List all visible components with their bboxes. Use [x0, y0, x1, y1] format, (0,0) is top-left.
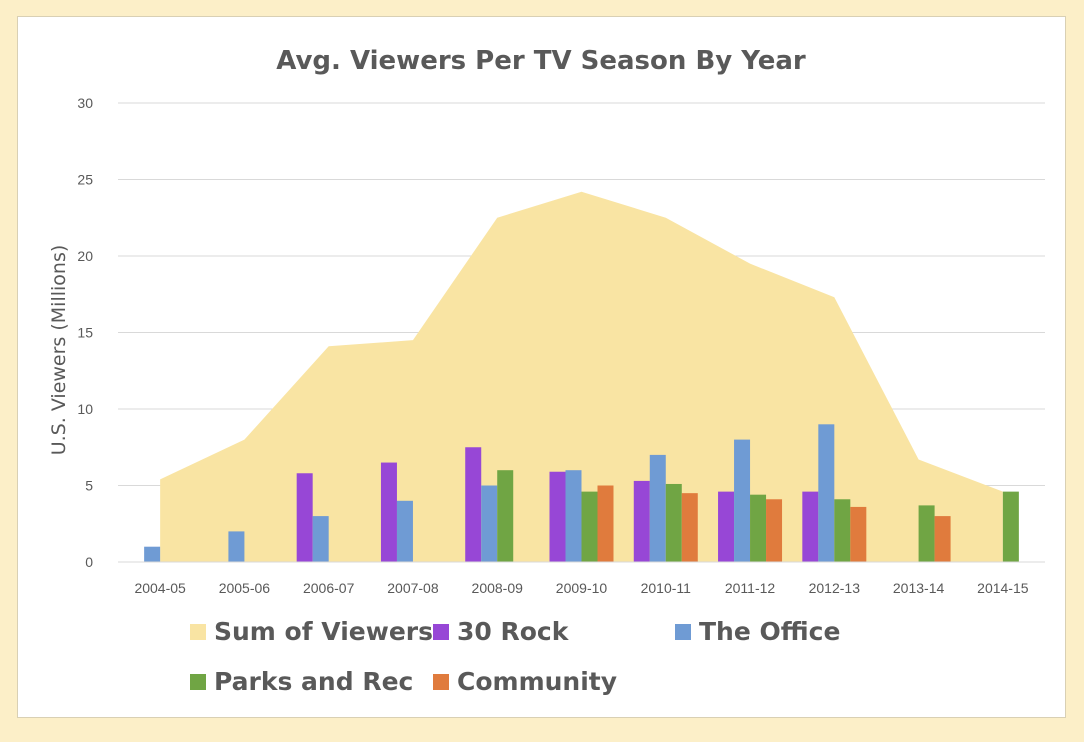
bar-parks-and-rec-2014-15: [1002, 491, 1019, 562]
legend-swatch-community: [433, 674, 449, 690]
legend-swatch-30-rock: [433, 624, 449, 640]
bar-parks-and-rec-2010-11: [665, 483, 682, 562]
bar-30-rock-2010-11: [633, 480, 650, 562]
x-tick-label: 2005-06: [219, 580, 271, 596]
chart-title: Avg. Viewers Per TV Season By Year: [276, 46, 806, 76]
x-tick-label: 2007-08: [387, 580, 439, 596]
bar-the-office-2004-05: [144, 546, 161, 562]
legend-swatch-sum-of-viewers: [190, 624, 206, 640]
x-tick-label: 2009-10: [556, 580, 608, 596]
y-axis-title: U.S. Viewers (Millions): [48, 245, 70, 456]
bar-the-office-2006-07: [312, 516, 329, 562]
legend-item-sum-of-viewers: Sum of Viewers: [190, 617, 433, 646]
legend-item-the-office: The Office: [675, 617, 840, 646]
x-tick-label: 2012-13: [809, 580, 861, 596]
bar-parks-and-rec-2011-12: [750, 494, 767, 562]
bar-parks-and-rec-2013-14: [918, 505, 935, 562]
legend-item-30-rock: 30 Rock: [433, 617, 570, 646]
bar-30-rock-2009-10: [549, 471, 566, 562]
x-tick-label: 2011-12: [725, 580, 776, 596]
bar-30-rock-2008-09: [465, 447, 482, 562]
bar-the-office-2010-11: [649, 454, 666, 562]
bar-community-2011-12: [766, 499, 783, 562]
chart-svg: Avg. Viewers Per TV Season By Year U.S. …: [48, 46, 1045, 696]
y-tick-label: 25: [77, 172, 93, 188]
area-sum-of-viewers: [160, 191, 1003, 563]
bar-30-rock-2007-08: [380, 462, 397, 562]
x-tick-label: 2010-11: [641, 580, 692, 596]
y-tick-label: 5: [85, 478, 93, 494]
legend-item-community: Community: [433, 667, 617, 696]
bar-the-office-2012-13: [818, 424, 835, 562]
legend: Sum of Viewers 30 Rock The Office Parks and…: [190, 617, 840, 696]
bar-the-office-2011-12: [734, 439, 751, 562]
legend-item-parks-and-rec: Parks and Rec: [190, 667, 413, 696]
bar-parks-and-rec-2008-09: [497, 470, 514, 562]
x-tick-label: 2004-05: [134, 580, 186, 596]
bar-parks-and-rec-2012-13: [834, 499, 851, 562]
bar-community-2009-10: [597, 485, 614, 562]
y-tick-label: 30: [77, 95, 93, 111]
bar-the-office-2008-09: [481, 485, 498, 562]
bar-30-rock-2011-12: [718, 491, 735, 562]
bar-the-office-2007-08: [396, 500, 413, 562]
legend-swatch-parks-and-rec: [190, 674, 206, 690]
x-tick-label: 2014-15: [977, 580, 1029, 596]
y-tick-label: 15: [77, 325, 93, 341]
legend-label-community: Community: [457, 667, 617, 696]
area-layer: [160, 191, 1003, 563]
bar-community-2013-14: [934, 516, 951, 562]
y-tick-label: 10: [77, 401, 93, 417]
bar-layer: [144, 424, 1019, 562]
chart-frame: Avg. Viewers Per TV Season By Year U.S. …: [17, 16, 1066, 718]
bar-the-office-2009-10: [565, 470, 582, 562]
y-tick-label: 0: [85, 554, 93, 570]
bar-30-rock-2006-07: [296, 473, 313, 562]
bar-parks-and-rec-2009-10: [581, 491, 598, 562]
axis-layer: 0 5 10 15 20 25 30 2004-05 2005-06 2006-07 2007-08…: [77, 95, 1045, 596]
legend-label-parks-and-rec: Parks and Rec: [214, 667, 413, 696]
y-tick-label: 20: [77, 248, 93, 264]
legend-label-30-rock: 30 Rock: [457, 617, 570, 646]
bar-the-office-2005-06: [228, 531, 245, 562]
x-tick-label: 2006-07: [303, 580, 355, 596]
legend-swatch-the-office: [675, 624, 691, 640]
bar-30-rock-2012-13: [802, 491, 819, 562]
legend-label-sum-of-viewers: Sum of Viewers: [214, 617, 433, 646]
bar-community-2010-11: [681, 493, 698, 562]
x-tick-label: 2013-14: [893, 580, 945, 596]
x-tick-label: 2008-09: [472, 580, 524, 596]
bar-community-2012-13: [850, 506, 867, 562]
legend-label-the-office: The Office: [699, 617, 840, 646]
